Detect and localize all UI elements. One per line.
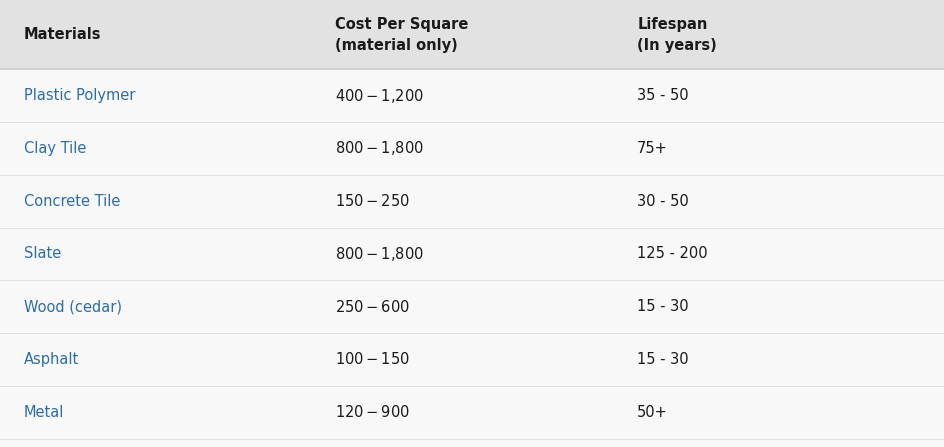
Text: Metal: Metal xyxy=(24,405,64,420)
Text: Clay Tile: Clay Tile xyxy=(24,141,86,156)
Bar xyxy=(0,333,944,386)
Text: Asphalt: Asphalt xyxy=(24,352,79,367)
Bar xyxy=(0,122,944,175)
Text: 15 - 30: 15 - 30 xyxy=(637,352,689,367)
Bar xyxy=(0,228,944,280)
Text: 30 - 50: 30 - 50 xyxy=(637,194,689,209)
Text: Materials: Materials xyxy=(24,27,101,42)
Text: 15 - 30: 15 - 30 xyxy=(637,299,689,314)
Bar xyxy=(0,280,944,333)
Text: $800 - $1,800: $800 - $1,800 xyxy=(335,245,424,263)
Bar xyxy=(0,0,944,69)
Text: Slate: Slate xyxy=(24,246,60,261)
Text: 35 - 50: 35 - 50 xyxy=(637,88,689,103)
Text: 125 - 200: 125 - 200 xyxy=(637,246,708,261)
Text: $800 - $1,800: $800 - $1,800 xyxy=(335,139,424,157)
Text: Lifespan
(In years): Lifespan (In years) xyxy=(637,17,716,53)
Text: 50+: 50+ xyxy=(637,405,668,420)
Text: 75+: 75+ xyxy=(637,141,668,156)
Text: $250 - $600: $250 - $600 xyxy=(335,299,410,315)
Bar xyxy=(0,175,944,228)
Text: $100 - $150: $100 - $150 xyxy=(335,351,410,367)
Bar xyxy=(0,69,944,122)
Text: Plastic Polymer: Plastic Polymer xyxy=(24,88,135,103)
Bar xyxy=(0,386,944,439)
Text: Wood (cedar): Wood (cedar) xyxy=(24,299,122,314)
Text: $120 - $900: $120 - $900 xyxy=(335,404,410,420)
Text: $400 - $1,200: $400 - $1,200 xyxy=(335,87,424,105)
Text: $150 - $250: $150 - $250 xyxy=(335,193,410,209)
Text: Concrete Tile: Concrete Tile xyxy=(24,194,120,209)
Text: Cost Per Square
(material only): Cost Per Square (material only) xyxy=(335,17,468,53)
